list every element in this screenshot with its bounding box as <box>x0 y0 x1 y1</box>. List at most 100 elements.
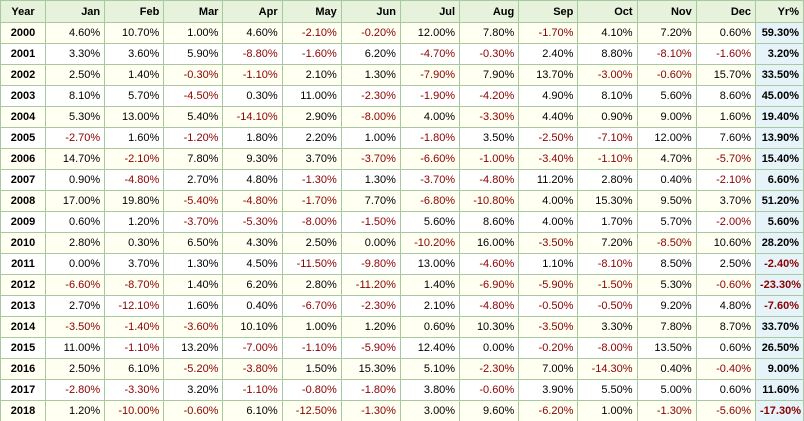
month-cell: 4.30% <box>222 232 283 254</box>
month-cell: -12.50% <box>281 400 342 421</box>
table-row: 2008 17.00% 19.80% -5.40% -4.80% -1.70% 7.70% -… <box>0 190 804 212</box>
month-cell: 16.00% <box>459 232 520 254</box>
month-cell: 9.50% <box>636 190 697 212</box>
month-cell: 0.00% <box>459 337 520 359</box>
month-cell: -3.80% <box>222 358 283 380</box>
month-cell: 2.10% <box>399 295 461 317</box>
month-cell: 7.70% <box>340 190 401 212</box>
month-cell: 8.80% <box>577 43 638 65</box>
month-cell: 2.80% <box>44 232 106 254</box>
year-cell: 2012 <box>0 274 46 296</box>
month-cell: 1.00% <box>577 400 638 421</box>
month-cell: 0.00% <box>44 253 106 275</box>
month-cell: 1.00% <box>163 22 224 44</box>
year-cell: 2018 <box>0 400 46 421</box>
month-cell: -8.00% <box>577 337 638 359</box>
month-cell: 14.70% <box>44 148 106 170</box>
month-cell: 7.00% <box>518 358 579 380</box>
month-cell: -0.80% <box>281 379 342 401</box>
month-cell: -1.10% <box>577 148 638 170</box>
month-cell: 3.80% <box>399 379 461 401</box>
month-cell: -10.20% <box>399 232 461 254</box>
year-cell: 2013 <box>0 295 46 317</box>
month-cell: 4.70% <box>636 148 697 170</box>
month-cell: 2.40% <box>518 43 579 65</box>
month-cell: 19.80% <box>104 190 165 212</box>
table-row: 2012 -6.60% -8.70% 1.40% 6.20% 2.80% -11.20% 1.… <box>0 274 804 296</box>
month-cell: 0.90% <box>44 169 106 191</box>
month-cell: -1.70% <box>281 190 342 212</box>
year-total-cell: -7.60% <box>755 295 804 317</box>
month-cell: 1.00% <box>340 127 401 149</box>
month-cell: -14.10% <box>222 106 283 128</box>
month-cell: 9.60% <box>459 400 520 421</box>
month-cell: -5.20% <box>163 358 224 380</box>
year-cell: 2017 <box>0 379 46 401</box>
month-cell: 6.20% <box>340 43 401 65</box>
month-cell: -0.40% <box>695 358 757 380</box>
month-cell: -7.10% <box>577 127 638 149</box>
month-cell: -2.70% <box>44 127 106 149</box>
month-cell: 1.30% <box>163 253 224 275</box>
year-total-cell: 26.50% <box>755 337 804 359</box>
month-cell: -4.80% <box>459 295 520 317</box>
month-cell: -4.50% <box>163 85 224 107</box>
month-cell: 9.20% <box>636 295 697 317</box>
table-row: 2016 2.50% 6.10% -5.20% -3.80% 1.50% 15.30% 5.1… <box>0 358 804 380</box>
month-cell: 7.80% <box>459 22 520 44</box>
month-cell: -1.60% <box>695 43 757 65</box>
month-cell: 1.10% <box>518 253 579 275</box>
month-cell: 3.90% <box>518 379 579 401</box>
month-cell: -10.00% <box>104 400 165 421</box>
month-cell: -2.30% <box>340 85 401 107</box>
month-cell: -3.70% <box>340 148 401 170</box>
month-cell: -3.50% <box>518 316 579 338</box>
month-cell: 13.50% <box>636 337 697 359</box>
month-cell: 4.90% <box>518 85 579 107</box>
month-cell: 5.30% <box>44 106 106 128</box>
month-cell: -8.00% <box>281 211 342 233</box>
table-row: 2003 8.10% 5.70% -4.50% 0.30% 11.00% -2.30% -1.… <box>0 85 804 107</box>
month-cell: 2.50% <box>281 232 342 254</box>
month-cell: 5.90% <box>163 43 224 65</box>
month-cell: -1.10% <box>222 64 283 86</box>
month-cell: 5.70% <box>636 211 697 233</box>
year-total-cell: 45.00% <box>755 85 804 107</box>
month-cell: 12.00% <box>399 22 461 44</box>
month-cell: -5.60% <box>695 400 757 421</box>
month-cell: -2.10% <box>104 148 165 170</box>
month-cell: 1.30% <box>340 169 401 191</box>
header-cell: Jul <box>399 0 461 23</box>
header-cell: Yr% <box>755 0 804 23</box>
month-cell: 0.40% <box>636 358 697 380</box>
month-cell: -0.20% <box>340 22 401 44</box>
year-total-cell: 51.20% <box>755 190 804 212</box>
month-cell: 10.30% <box>459 316 520 338</box>
month-cell: -6.80% <box>399 190 461 212</box>
month-cell: 7.80% <box>636 316 697 338</box>
month-cell: -7.90% <box>399 64 461 86</box>
month-cell: -7.00% <box>222 337 283 359</box>
month-cell: -2.30% <box>459 358 520 380</box>
year-cell: 2005 <box>0 127 46 149</box>
month-cell: 4.60% <box>222 22 283 44</box>
year-cell: 2002 <box>0 64 46 86</box>
month-cell: 3.70% <box>695 190 757 212</box>
header-cell: Nov <box>636 0 697 23</box>
month-cell: 12.40% <box>399 337 461 359</box>
month-cell: -8.10% <box>577 253 638 275</box>
month-cell: -1.10% <box>104 337 165 359</box>
month-cell: -5.90% <box>340 337 401 359</box>
month-cell: -3.50% <box>518 232 579 254</box>
month-cell: 4.80% <box>222 169 283 191</box>
month-cell: 15.70% <box>695 64 757 86</box>
month-cell: 7.90% <box>459 64 520 86</box>
header-row: Year Jan Feb Mar Apr May Jun Jul Aug Sep Oct Nov Dec… <box>0 0 804 23</box>
month-cell: 12.00% <box>636 127 697 149</box>
year-cell: 2007 <box>0 169 46 191</box>
month-cell: -6.90% <box>459 274 520 296</box>
table-row: 2001 3.30% 3.60% 5.90% -8.80% -1.60% 6.20% -4.7… <box>0 43 804 65</box>
month-cell: 3.60% <box>104 43 165 65</box>
month-cell: 4.10% <box>577 22 638 44</box>
month-cell: -1.80% <box>340 379 401 401</box>
